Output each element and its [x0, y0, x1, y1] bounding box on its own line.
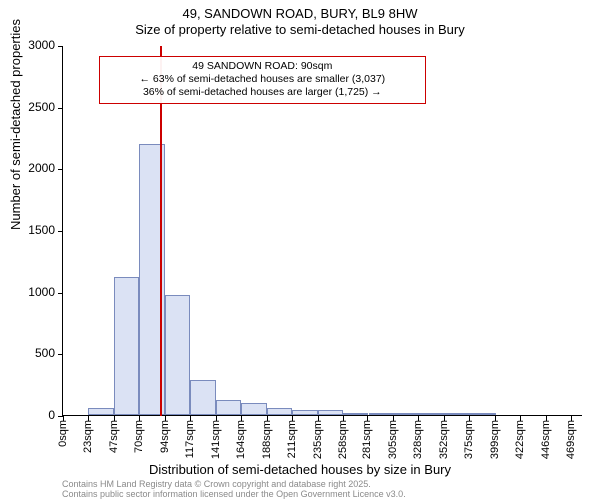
- histogram-bar: [292, 410, 317, 415]
- x-tick-label: 305sqm: [387, 420, 399, 459]
- title-line2: Size of property relative to semi-detach…: [0, 22, 600, 38]
- y-tick-label: 1500: [28, 223, 63, 237]
- x-tick-label: 70sqm: [133, 420, 145, 453]
- y-tick-label: 2500: [28, 100, 63, 114]
- y-tick-label: 500: [35, 346, 63, 360]
- x-tick-label: 375sqm: [463, 420, 475, 459]
- footer-line2: Contains public sector information licen…: [62, 490, 406, 500]
- x-tick-label: 47sqm: [108, 420, 120, 453]
- x-tick-label: 399sqm: [489, 420, 501, 459]
- chart-area: 0500100015002000250030000sqm23sqm47sqm70…: [62, 46, 582, 416]
- histogram-bar: [190, 380, 215, 415]
- annotation-line1: 49 SANDOWN ROAD: 90sqm: [106, 60, 419, 73]
- x-tick-label: 281sqm: [361, 420, 373, 459]
- x-tick-label: 328sqm: [412, 420, 424, 459]
- histogram-bar: [369, 413, 394, 415]
- x-tick-label: 188sqm: [261, 420, 273, 459]
- annotation-line2: ← 63% of semi-detached houses are smalle…: [106, 73, 419, 86]
- histogram-bar: [267, 408, 292, 415]
- histogram-bar: [470, 413, 495, 415]
- x-tick-label: 164sqm: [235, 420, 247, 459]
- plot-area: 0500100015002000250030000sqm23sqm47sqm70…: [62, 46, 582, 416]
- x-tick-label: 469sqm: [565, 420, 577, 459]
- x-tick-label: 352sqm: [438, 420, 450, 459]
- x-tick-label: 258sqm: [337, 420, 349, 459]
- title-line1: 49, SANDOWN ROAD, BURY, BL9 8HW: [0, 6, 600, 22]
- histogram-bar: [343, 413, 368, 415]
- y-axis-label: Number of semi-detached properties: [8, 19, 23, 230]
- x-tick-label: 446sqm: [540, 420, 552, 459]
- x-tick-label: 0sqm: [57, 420, 69, 447]
- x-tick-label: 235sqm: [312, 420, 324, 459]
- histogram-bar: [216, 400, 241, 415]
- annotation-line3: 36% of semi-detached houses are larger (…: [106, 86, 419, 99]
- histogram-bar: [241, 403, 266, 415]
- histogram-bar: [445, 413, 470, 415]
- x-tick-label: 117sqm: [184, 420, 196, 458]
- y-tick-label: 3000: [28, 38, 63, 52]
- histogram-bar: [394, 413, 419, 415]
- y-tick-label: 1000: [28, 285, 63, 299]
- y-tick-label: 2000: [28, 161, 63, 175]
- histogram-bar: [165, 295, 190, 415]
- footer-attribution: Contains HM Land Registry data © Crown c…: [62, 480, 406, 500]
- x-tick-label: 422sqm: [514, 420, 526, 459]
- histogram-bar: [318, 410, 343, 415]
- x-tick-label: 211sqm: [286, 420, 298, 458]
- annotation-box: 49 SANDOWN ROAD: 90sqm← 63% of semi-deta…: [99, 56, 426, 104]
- histogram-bar: [114, 277, 139, 415]
- x-tick-label: 141sqm: [210, 420, 222, 459]
- histogram-bar: [419, 413, 444, 415]
- x-tick-label: 94sqm: [159, 420, 171, 453]
- x-axis-label: Distribution of semi-detached houses by …: [0, 462, 600, 477]
- x-tick-label: 23sqm: [82, 420, 94, 453]
- histogram-bar: [88, 408, 113, 415]
